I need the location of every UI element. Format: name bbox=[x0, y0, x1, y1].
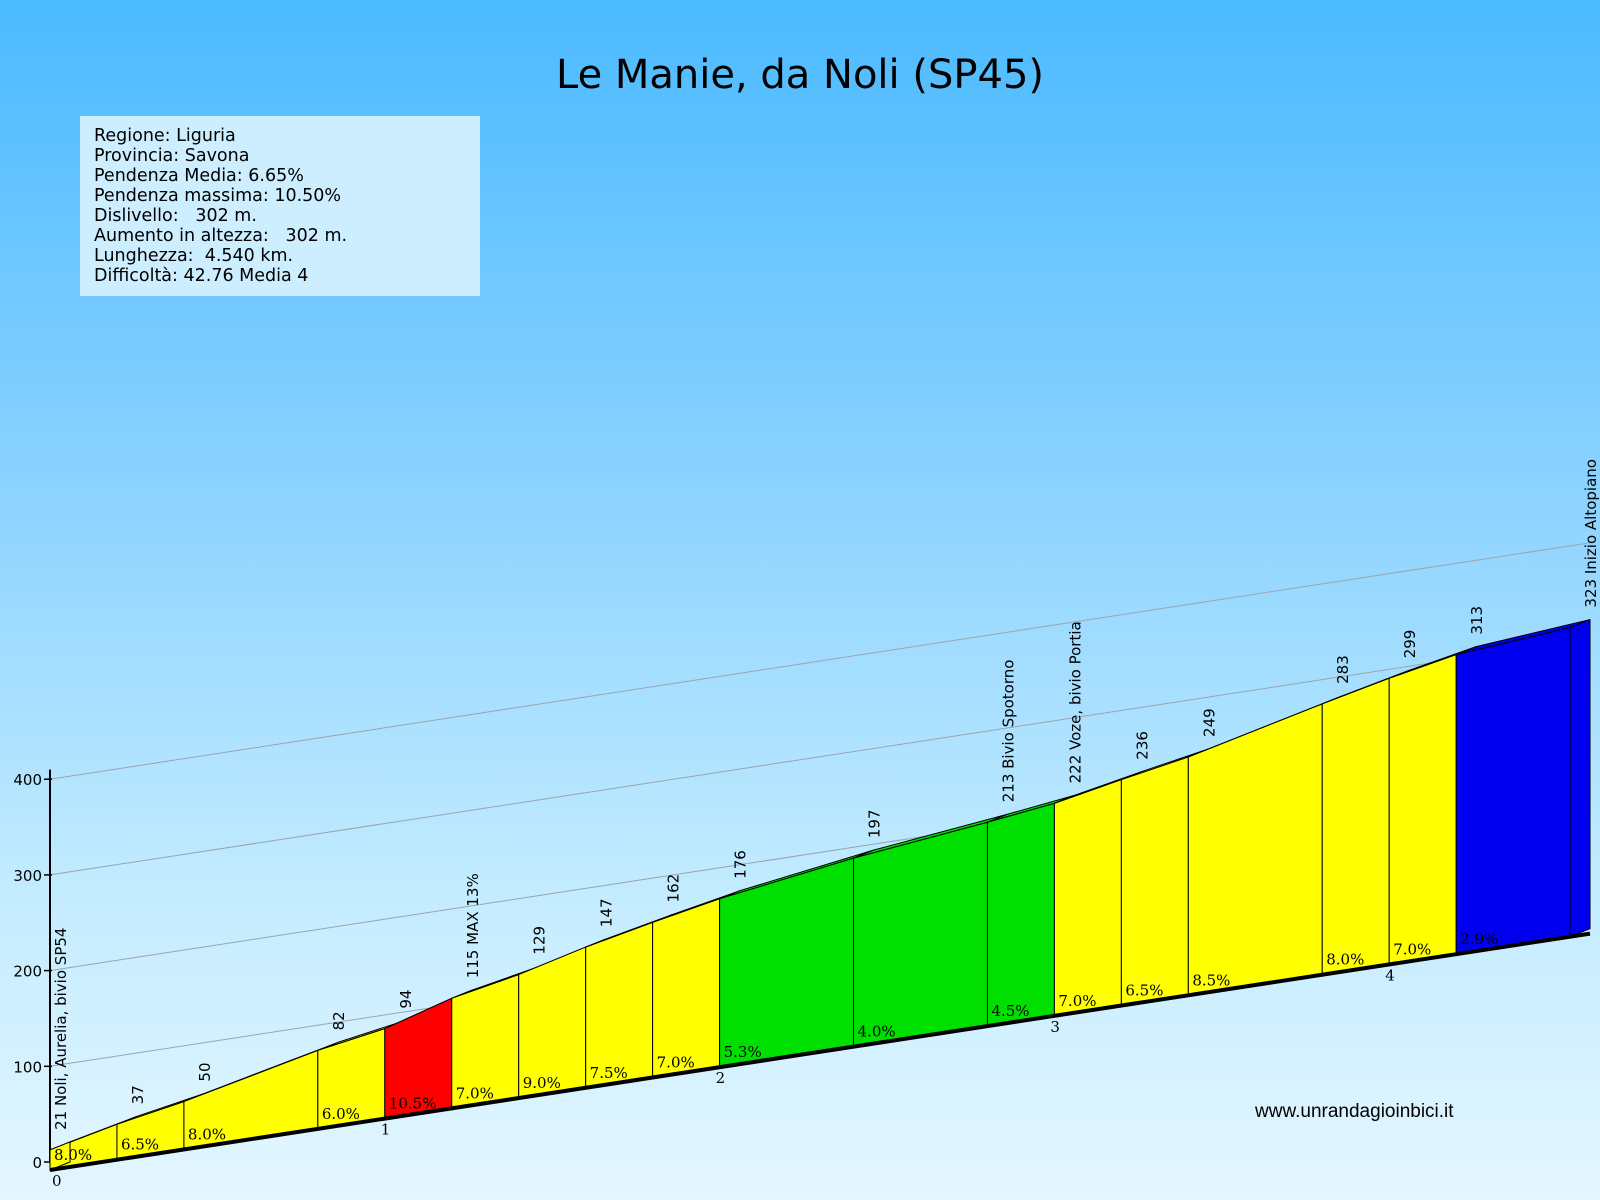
altitude-label-13: 222 Voze, bivio Portia bbox=[1066, 621, 1084, 783]
grade-label-8: 7.5% bbox=[590, 1064, 628, 1082]
grade-label-10: 5.3% bbox=[724, 1043, 762, 1061]
grade-label-12: 4.5% bbox=[991, 1002, 1029, 1020]
altitude-label-15: 249 bbox=[1200, 708, 1218, 737]
grade-label-17: 7.0% bbox=[1393, 940, 1431, 958]
km-tick-label: 1 bbox=[381, 1121, 391, 1139]
altitude-label-19: 323 Inizio Altopiano bbox=[1582, 459, 1600, 608]
grade-label-18: 2.9% bbox=[1460, 930, 1498, 948]
info-box: Regione: Liguria Provincia: Savona Pende… bbox=[80, 116, 480, 296]
grade-label-3: 8.0% bbox=[188, 1125, 226, 1143]
km-tick-label: 0 bbox=[52, 1172, 62, 1190]
profile-layer bbox=[49, 618, 1591, 1172]
segment-face-15 bbox=[1187, 703, 1323, 996]
grade-label-14: 6.5% bbox=[1125, 982, 1163, 1000]
info-avg-gradient: Pendenza Media: 6.65% bbox=[94, 166, 304, 186]
info-region: Regione: Liguria bbox=[94, 126, 236, 146]
grade-label-2: 6.5% bbox=[121, 1136, 159, 1154]
segment-face-11 bbox=[853, 821, 988, 1048]
gridline bbox=[49, 542, 1591, 780]
altitude-label-6: 115 MAX 13% bbox=[464, 873, 482, 978]
profile-end-cap bbox=[1569, 618, 1591, 938]
altitude-label-16: 283 bbox=[1334, 655, 1352, 684]
altitude-label-4: 82 bbox=[330, 1011, 348, 1030]
grade-label-4: 6.0% bbox=[322, 1105, 360, 1123]
label-layer: 8.0% 6.5% 8.0% 6.0% 10.5% 7.0% 9.0% 7.5% 7.0% 5.3… bbox=[52, 459, 1600, 1190]
altitude-label-14: 236 bbox=[1133, 731, 1151, 760]
info-province: Provincia: Savona bbox=[94, 146, 250, 166]
y-tick-label: 400 bbox=[13, 771, 42, 789]
y-tick-label: 300 bbox=[13, 867, 42, 885]
y-tick-label: 200 bbox=[13, 963, 42, 981]
grade-label-9: 7.0% bbox=[657, 1053, 695, 1071]
grade-label-1: 8.0% bbox=[54, 1146, 92, 1164]
website-label: www.unrandagioinbici.it bbox=[1255, 1101, 1454, 1122]
altitude-label-7: 129 bbox=[531, 926, 549, 955]
grade-label-5: 10.5% bbox=[389, 1095, 437, 1113]
info-elevation-difference: Dislivello: 302 m. bbox=[94, 206, 257, 226]
grade-label-6: 7.0% bbox=[456, 1084, 494, 1102]
y-axis: 0 100 200 300 400 bbox=[13, 769, 52, 1172]
altitude-label-2: 37 bbox=[129, 1085, 147, 1104]
grade-label-11: 4.0% bbox=[858, 1023, 896, 1041]
altitude-label-3: 50 bbox=[196, 1062, 214, 1081]
segment-face-18 bbox=[1455, 626, 1571, 955]
chart-title: Le Manie, da Noli (SP45) bbox=[555, 52, 1044, 98]
segment-face-17 bbox=[1388, 653, 1457, 966]
altitude-label-1: 21 Noli, Aurelia, bivio SP54 bbox=[52, 928, 70, 1130]
segment-face-14 bbox=[1120, 756, 1189, 1007]
altitude-label-11: 197 bbox=[866, 809, 884, 838]
segment-face-9 bbox=[652, 898, 721, 1079]
profile-start-cap bbox=[49, 1141, 71, 1171]
info-max-gradient: Pendenza massima: 10.50% bbox=[94, 186, 342, 206]
altitude-label-12: 213 Bivio Spotorno bbox=[999, 660, 1017, 803]
y-tick-label: 100 bbox=[13, 1058, 42, 1076]
altitude-label-10: 176 bbox=[732, 850, 750, 879]
segment-face-16 bbox=[1321, 677, 1390, 976]
info-length: Lunghezza: 4.540 km. bbox=[94, 246, 294, 266]
segment-face-12 bbox=[986, 802, 1055, 1027]
baseline bbox=[49, 931, 1591, 1172]
altitude-label-17: 299 bbox=[1401, 630, 1419, 659]
grade-label-15: 8.5% bbox=[1192, 971, 1230, 989]
altitude-label-8: 147 bbox=[598, 898, 616, 927]
km-tick-label: 2 bbox=[716, 1069, 726, 1087]
y-tick-label: 0 bbox=[32, 1154, 42, 1172]
segment-face-13 bbox=[1053, 778, 1122, 1017]
altitude-label-9: 162 bbox=[665, 874, 683, 903]
grade-label-16: 8.0% bbox=[1326, 951, 1364, 969]
km-tick-label: 3 bbox=[1050, 1018, 1060, 1036]
altitude-label-5: 94 bbox=[397, 990, 415, 1009]
km-tick-label: 4 bbox=[1385, 966, 1395, 984]
segment-face-10 bbox=[719, 857, 855, 1068]
grade-label-7: 9.0% bbox=[523, 1074, 561, 1092]
info-difficulty: Difficoltà: 42.76 Media 4 bbox=[94, 266, 309, 286]
grade-label-13: 7.0% bbox=[1058, 992, 1096, 1010]
info-elevation-gain: Aumento in altezza: 302 m. bbox=[94, 226, 348, 246]
gridline bbox=[49, 638, 1591, 876]
altitude-label-18: 313 bbox=[1468, 606, 1486, 635]
